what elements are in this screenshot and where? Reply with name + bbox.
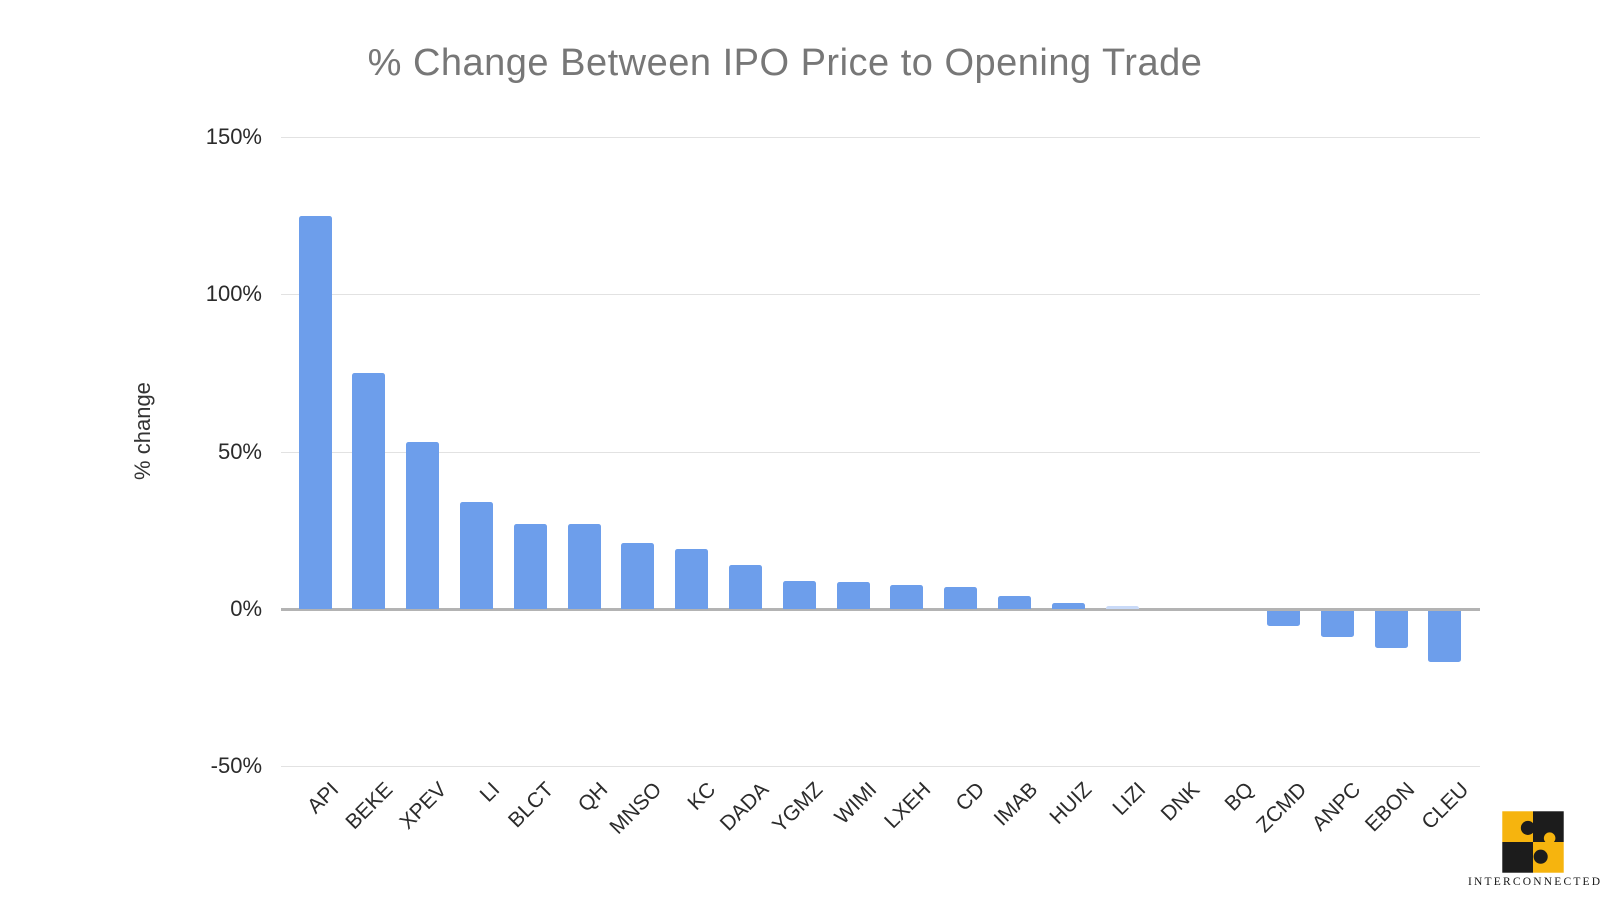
y-tick-label: 0% (230, 596, 262, 621)
bar-beke (352, 373, 386, 609)
bar-cleu (1428, 610, 1462, 663)
bar-anpc (1320, 610, 1354, 638)
gridline (281, 294, 1480, 296)
bar-dada (728, 565, 762, 609)
bar-li (459, 502, 493, 609)
bar-kc (675, 549, 709, 609)
interconnected-logo: INTERCONNECTED (1468, 810, 1600, 888)
bar-lizi (1105, 605, 1139, 609)
bar-lxeh (890, 585, 924, 609)
bar-imab (997, 596, 1031, 609)
bar-qh (567, 524, 601, 609)
y-tick-label: 150% (205, 124, 262, 150)
chart-title: % Change Between IPO Price to Opening Tr… (367, 42, 1203, 84)
bar-cd (944, 587, 978, 609)
bar-xpev (406, 442, 440, 609)
gridline (281, 766, 1480, 768)
bar-huiz (1051, 602, 1085, 609)
y-axis-title: % change (130, 382, 155, 480)
bar-blct (513, 524, 547, 609)
y-tick-label: 50% (217, 438, 262, 464)
x-axis-zero-line (281, 607, 1480, 611)
bar-mnso (621, 542, 655, 609)
y-tick-label: -50% (210, 753, 262, 779)
bar-ebon (1374, 610, 1408, 649)
gridline (281, 137, 1480, 139)
gridline (281, 451, 1480, 453)
puzzle-icon (1502, 811, 1564, 873)
logo-text: INTERCONNECTED (1468, 876, 1600, 888)
bar-wimi (836, 582, 870, 609)
bar-api (298, 215, 332, 610)
bar-ygmz (782, 580, 816, 609)
bar-zcmd (1266, 610, 1300, 627)
y-tick-label: 100% (205, 281, 262, 307)
